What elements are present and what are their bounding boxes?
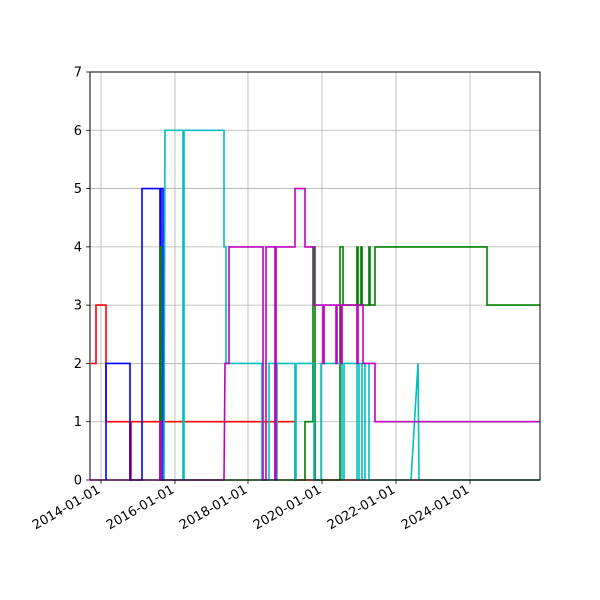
plot-area-frame <box>89 71 541 481</box>
series-blue <box>105 187 165 481</box>
y-tick-label: 2 <box>74 357 82 372</box>
x-tick-label: 2024-01-01 <box>399 482 472 533</box>
y-tick-label: 1 <box>74 415 82 430</box>
x-tick-label: 2014-01-01 <box>30 482 103 533</box>
x-tick-label: 2020-01-01 <box>251 482 324 533</box>
y-axis: 0 1 2 3 4 5 6 7 <box>74 66 90 489</box>
series-magenta <box>90 187 540 481</box>
y-tick-label: 6 <box>74 124 82 139</box>
y-tick-label: 0 <box>74 474 82 489</box>
x-tick-label: 2022-01-01 <box>325 482 398 533</box>
y-tick-label: 7 <box>74 66 82 81</box>
y-tick-label: 3 <box>74 299 82 314</box>
series-cyan <box>160 129 540 481</box>
y-tick-label: 5 <box>74 182 82 197</box>
y-tick-label: 4 <box>74 240 82 255</box>
series-green <box>159 246 540 481</box>
data-series <box>90 129 540 481</box>
x-axis: 2014-01-01 2016-01-01 2018-01-01 2020-01-01… <box>30 480 472 533</box>
x-tick-label: 2018-01-01 <box>177 482 250 533</box>
x-tick-label: 2016-01-01 <box>104 482 177 533</box>
